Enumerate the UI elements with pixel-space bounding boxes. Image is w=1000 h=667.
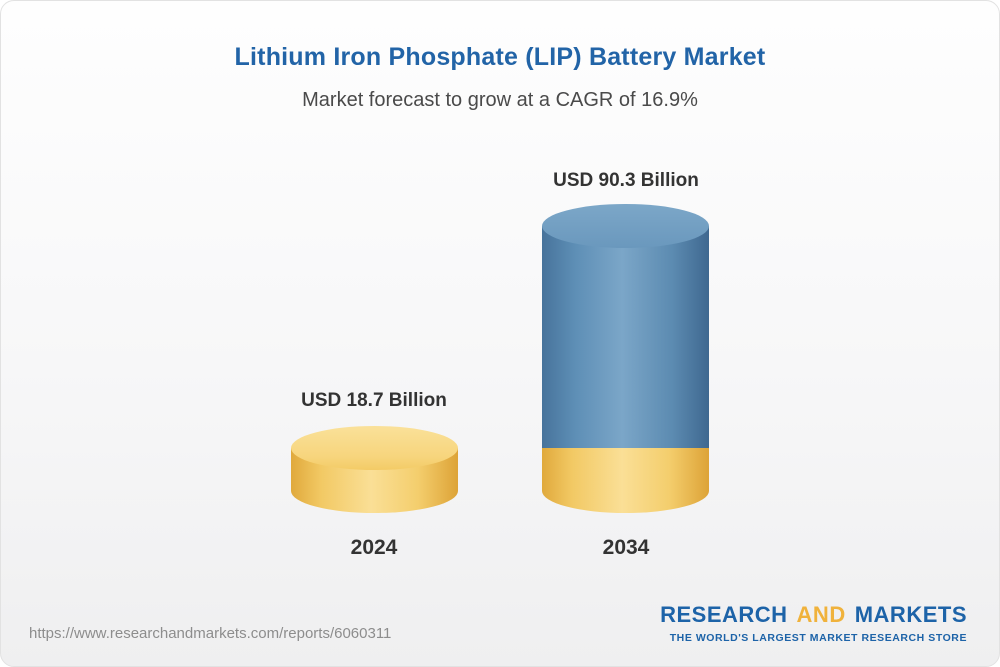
chart-title: Lithium Iron Phosphate (LIP) Battery Mar… [234, 43, 766, 71]
bar-2024-top-ellipse [291, 426, 458, 470]
brand-logo: RESEARCH AND MARKETS THE WORLD'S LARGEST… [660, 602, 967, 644]
report-url-link[interactable]: https://www.researchandmarkets.com/repor… [29, 625, 392, 642]
brand-wordmark: RESEARCH AND MARKETS [660, 602, 967, 628]
brand-tagline: THE WORLD'S LARGEST MARKET RESEARCH STOR… [669, 632, 967, 644]
logo-word-research: RESEARCH [660, 602, 788, 627]
value-label-2024: USD 18.7 Billion [301, 390, 447, 411]
value-label-2034: USD 90.3 Billion [553, 170, 699, 191]
logo-word-markets: MARKETS [854, 602, 967, 627]
bar-2034-top-ellipse [542, 204, 709, 248]
bar-2034-base-band [542, 448, 709, 513]
bar-2024-cylinder [291, 426, 458, 513]
category-label-2024: 2024 [350, 536, 398, 559]
bar-2034-body [542, 226, 709, 448]
bar-2034-cylinder [542, 204, 709, 513]
logo-word-and: AND [796, 602, 846, 627]
chart-subtitle: Market forecast to grow at a CAGR of 16.… [302, 89, 698, 111]
category-label-2034: 2034 [602, 536, 650, 559]
